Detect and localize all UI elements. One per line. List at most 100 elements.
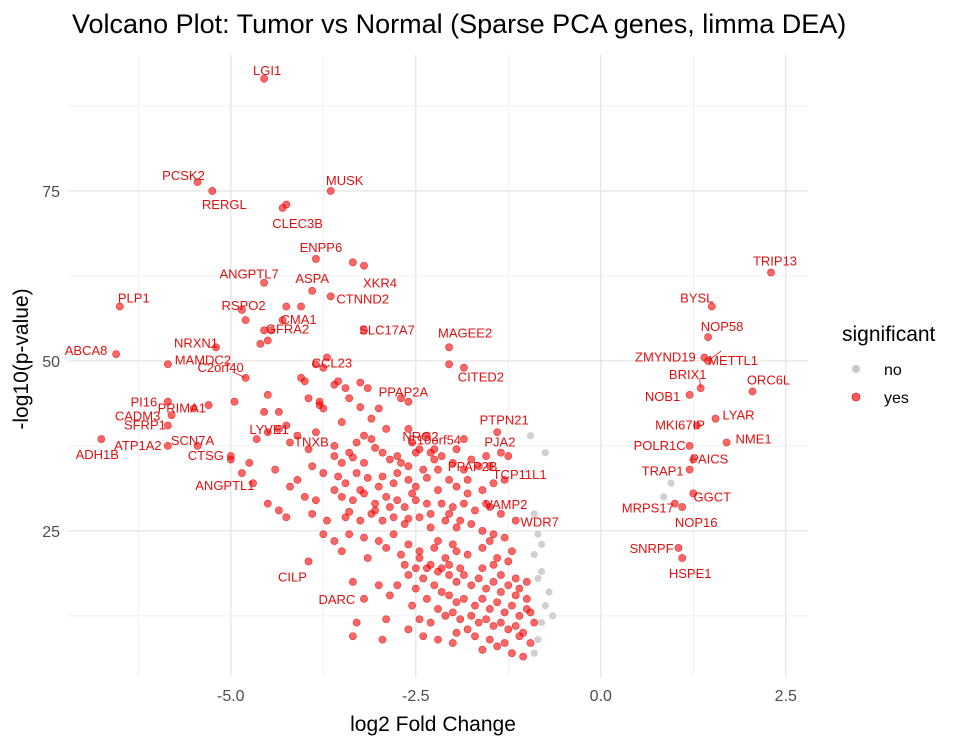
gene-label-mettl1: METTL1 <box>708 353 758 368</box>
point-significant <box>353 469 360 476</box>
point-not-significant <box>527 432 534 439</box>
point-significant <box>512 622 519 629</box>
point-lyve1 <box>261 408 268 415</box>
point-significant <box>372 507 379 514</box>
point-adh1b <box>98 435 105 442</box>
point-significant <box>505 558 512 565</box>
point-significant <box>390 480 397 487</box>
gene-label-lgi1: LGI1 <box>253 63 281 78</box>
x-tick-label: -2.5 <box>402 688 430 705</box>
gene-label-sfrp1: SFRP1 <box>124 417 166 432</box>
point-significant <box>386 503 393 510</box>
point-xkr4 <box>360 262 367 269</box>
point-significant <box>316 398 323 405</box>
point-significant <box>364 474 371 481</box>
gene-label-ptpn21: PTPN21 <box>480 412 529 427</box>
gene-label-tcp11l1: TCP11L1 <box>493 467 547 482</box>
point-significant <box>360 432 367 439</box>
point-nme1 <box>723 439 730 446</box>
point-significant <box>438 588 445 595</box>
point-significant <box>416 514 423 521</box>
point-significant <box>423 565 430 572</box>
point-significant <box>386 456 393 463</box>
point-significant <box>497 571 504 578</box>
point-significant <box>412 449 419 456</box>
point-significant <box>383 493 390 500</box>
gene-label-musk: MUSK <box>326 173 364 188</box>
gene-label-magee2: MAGEE2 <box>438 325 492 340</box>
point-not-significant <box>538 619 545 626</box>
point-significant <box>434 636 441 643</box>
point-rspo2 <box>242 317 249 324</box>
gene-label-vamp2: VAMP2 <box>484 497 527 512</box>
gene-label-nrxn1: NRXN1 <box>174 335 218 350</box>
point-significant <box>446 592 453 599</box>
point-significant <box>368 415 375 422</box>
point-ctnnd2 <box>327 293 334 300</box>
gene-label-mki67ip: MKI67IP <box>655 417 705 432</box>
gene-label-bysl: BYSL <box>680 291 713 306</box>
gene-label-cilp: CILP <box>278 569 307 584</box>
point-significant <box>486 605 493 612</box>
point-rergl <box>209 187 216 194</box>
point-significant <box>353 619 360 626</box>
gene-label-nme1: NME1 <box>736 431 772 446</box>
gene-label-atp1a2: ATP1A2 <box>114 438 161 453</box>
point-significant <box>349 633 356 640</box>
gene-label-adh1b: ADH1B <box>76 447 119 462</box>
point-significant <box>464 490 471 497</box>
gene-label-darc: DARC <box>318 592 355 607</box>
gene-label-orc6l: ORC6L <box>747 372 790 387</box>
point-not-significant <box>542 602 549 609</box>
point-significant <box>464 626 471 633</box>
gene-label-ppap2a: PPAP2A <box>379 385 429 400</box>
point-not-significant <box>531 650 538 657</box>
point-significant <box>442 554 449 561</box>
legend-key-no <box>852 365 860 373</box>
gene-label-ppap2b: PPAP2B <box>448 459 498 474</box>
point-significant <box>508 548 515 555</box>
point-cilp <box>305 558 312 565</box>
point-significant <box>479 565 486 572</box>
point-significant <box>320 405 327 412</box>
point-significant <box>357 404 364 411</box>
point-wdr7 <box>512 517 519 524</box>
point-significant <box>346 449 353 456</box>
point-significant <box>468 612 475 619</box>
point-significant <box>372 444 379 451</box>
point-significant <box>294 476 301 483</box>
point-significant <box>405 571 412 578</box>
point-significant <box>283 303 290 310</box>
point-not-significant <box>549 612 556 619</box>
point-not-significant <box>534 531 541 538</box>
gene-label-paics: PAICS <box>690 451 728 466</box>
point-significant <box>379 473 386 480</box>
point-significant <box>360 459 367 466</box>
point-significant <box>394 452 401 459</box>
point-significant <box>516 633 523 640</box>
point-significant <box>405 541 412 548</box>
y-axis-title: -log10(p-value) <box>10 288 33 429</box>
point-significant <box>401 503 408 510</box>
point-significant <box>420 466 427 473</box>
point-significant <box>490 622 497 629</box>
gene-label-ccl23: CCL23 <box>312 355 352 370</box>
point-ctsg <box>227 452 234 459</box>
gene-label-snrpf: SNRPF <box>629 541 673 556</box>
point-significant <box>434 466 441 473</box>
point-significant <box>264 391 271 398</box>
point-significant <box>405 463 412 470</box>
point-not-significant <box>534 636 541 643</box>
gene-label-aspa: ASPA <box>295 271 329 286</box>
point-significant <box>423 595 430 602</box>
gene-label-c10orf54: C10orf54 <box>408 432 461 447</box>
point-significant <box>338 459 345 466</box>
point-significant <box>479 544 486 551</box>
point-significant <box>460 500 467 507</box>
point-significant <box>379 517 386 524</box>
point-significant <box>338 418 345 425</box>
point-significant <box>516 585 523 592</box>
gene-label-trip13: TRIP13 <box>753 254 797 269</box>
gene-label-brix1: BRIX1 <box>669 367 707 382</box>
point-significant <box>523 578 530 585</box>
